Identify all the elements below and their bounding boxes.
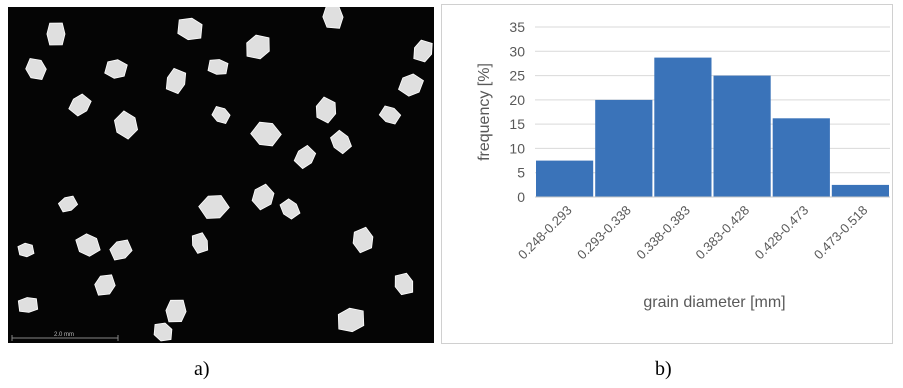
x-axis-label: grain diameter [mm] [643,294,785,311]
y-tick-labels: 0 5 10 15 20 25 30 35 [509,19,525,205]
sand-grain [211,106,231,124]
histogram-bar [536,160,594,197]
sand-grain [322,7,344,29]
y-tick-label: 25 [509,68,525,84]
panel-label-b: b) [655,358,672,380]
sand-grain [75,233,101,257]
sand-grain [246,34,270,60]
sand-grain [25,58,47,80]
sand-grain [68,93,92,117]
y-axis-label: frequency [%] [476,63,493,161]
x-tick-label: 0.383-0.428 [693,203,753,263]
grid-lines [535,26,890,174]
histogram-panel: 0 5 10 15 20 25 30 35 0.248-0.293 0.293-0.338 0.3… [441,4,893,344]
y-tick-label: 20 [509,92,525,108]
sand-grain [378,105,402,125]
sand-grain [46,22,66,46]
y-tick-label: 0 [517,189,525,205]
histogram-bars [536,57,889,197]
scale-bar-label: 2.0 mm [54,332,74,338]
photo-background [8,7,434,343]
sand-grain [198,195,230,219]
y-tick-label: 30 [509,43,525,59]
x-tick-label: 0.338-0.383 [633,203,693,263]
sand-grain [165,299,187,323]
sand-grain [57,195,79,213]
sand-grain [191,232,209,254]
sand-grain [109,239,133,261]
x-tick-label: 0.428-0.473 [752,203,812,263]
x-tick-label: 0.473-0.518 [811,203,871,263]
sand-grain [394,272,414,296]
histogram-bar [654,57,712,197]
microscope-photo: 2.0 mm [8,7,434,343]
sand-grain [153,322,173,342]
sand-grain [398,73,424,97]
histogram-bar [772,118,830,197]
sand-grain [113,110,139,140]
panel-label-a: a) [194,358,210,380]
sand-grain [177,17,203,41]
x-tick-labels: 0.248-0.293 0.293-0.338 0.338-0.383 0.383-0… [515,203,871,263]
sand-grain [337,307,365,333]
x-tick-label: 0.293-0.338 [574,203,634,263]
y-tick-label: 5 [517,165,525,181]
sand-grain [94,274,116,296]
y-tick-label: 15 [509,116,525,132]
sand-grain [251,183,275,211]
sand-grain [413,39,433,63]
sand-grain [279,198,301,220]
y-tick-label: 10 [509,140,525,156]
sand-grain [165,67,187,95]
sand-grain [207,59,229,75]
y-tick-label: 35 [509,19,525,35]
sand-grain [17,242,35,258]
sand-grain [293,144,317,170]
sand-grain [17,297,39,313]
histogram-bar [595,99,653,197]
sand-grain [315,96,337,124]
histogram-bar [831,184,889,197]
sand-grain [330,129,352,155]
sand-grains [17,7,433,342]
histogram-bar [713,75,771,197]
sand-grain [250,121,282,147]
sand-grain [352,226,374,254]
sand-grain [104,59,128,79]
x-tick-label: 0.248-0.293 [515,203,575,263]
